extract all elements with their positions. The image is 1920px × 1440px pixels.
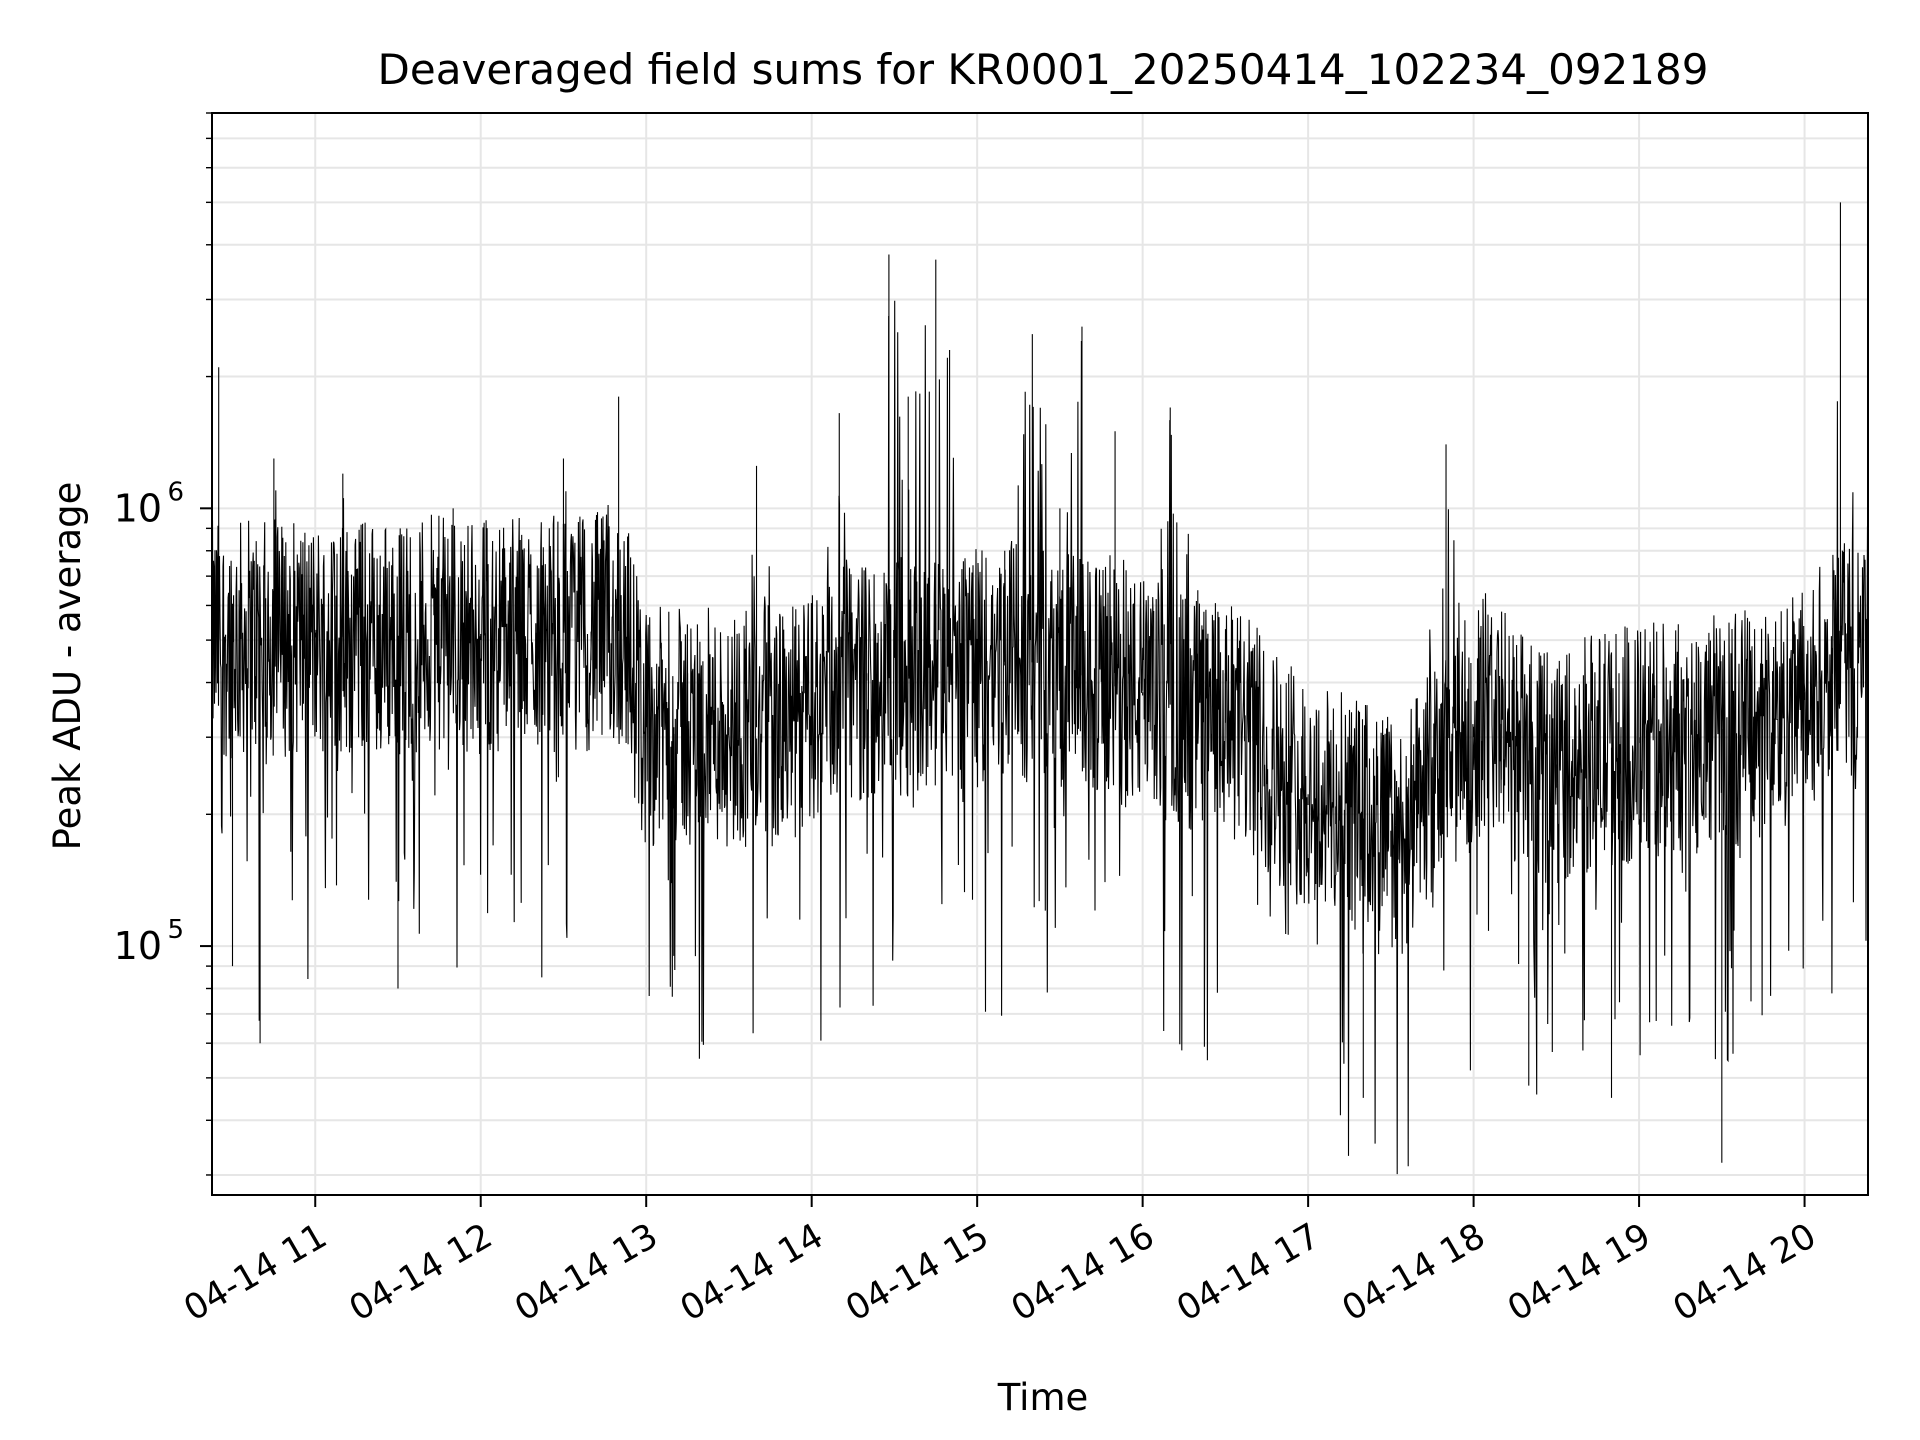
plot-frame bbox=[211, 112, 1869, 1196]
x-axis-label: Time bbox=[997, 1376, 1089, 1419]
y-tick-exponent: 5 bbox=[167, 915, 184, 945]
series-line bbox=[211, 300, 1869, 1175]
y-axis-label: Peak ADU - average bbox=[46, 482, 89, 851]
series-line-group bbox=[209, 202, 1869, 1175]
y-tick-label: 10 bbox=[114, 924, 162, 968]
y-tick-label: 10 bbox=[114, 486, 162, 530]
y-tick-exponent: 6 bbox=[167, 477, 184, 507]
chart-title: Deaveraged field sums for KR0001_2025041… bbox=[378, 45, 1709, 94]
